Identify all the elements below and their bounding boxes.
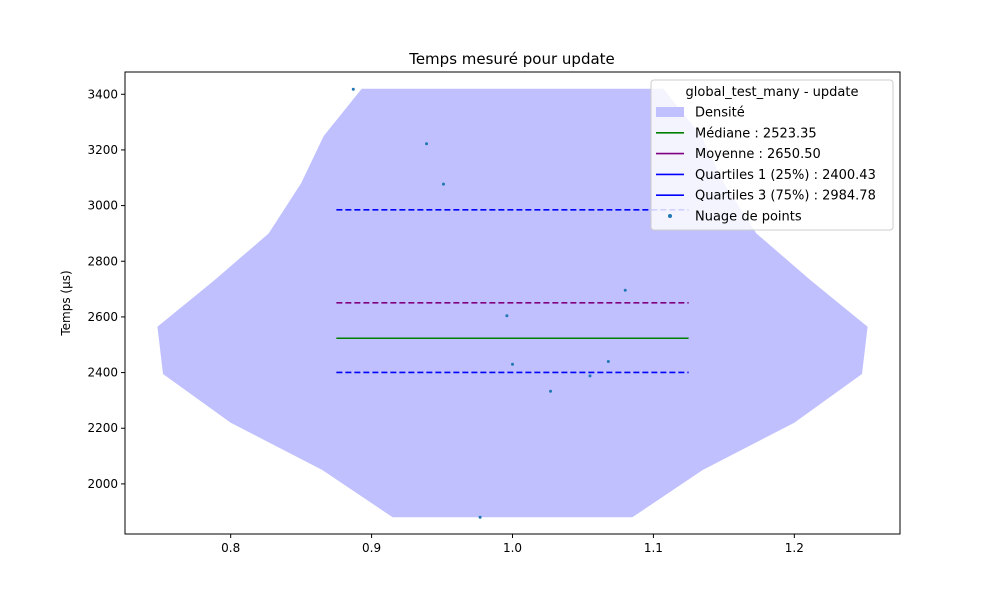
y-tick-label: 2000 <box>87 477 118 491</box>
scatter-point <box>441 182 445 186</box>
scatter-point <box>478 515 482 519</box>
x-tick-label: 1.0 <box>503 541 522 555</box>
legend-entry-label: Densité <box>695 106 745 121</box>
legend-swatch <box>668 214 672 218</box>
y-tick-label: 2600 <box>87 310 118 324</box>
chart-title: Temps mesuré pour update <box>408 50 615 68</box>
scatter-points <box>351 87 627 519</box>
legend-swatch <box>656 107 684 117</box>
y-tick-label: 2800 <box>87 254 118 268</box>
x-axis: 0.8 0.9 1.0 1.1 1.2 <box>221 534 804 555</box>
scatter-point <box>511 362 514 366</box>
x-tick-label: 0.8 <box>221 541 240 555</box>
scatter-point <box>549 389 553 393</box>
scatter-point <box>351 87 355 91</box>
legend-entry-label: Nuage de points <box>695 210 802 225</box>
y-tick-label: 3400 <box>87 87 118 101</box>
stat-lines <box>336 209 689 374</box>
legend-box <box>650 79 894 231</box>
x-tick-label: 0.9 <box>362 541 381 555</box>
x-tick-label: 1.2 <box>785 541 804 555</box>
legend-entry-label: Moyenne : 2650.50 <box>695 147 821 162</box>
legend: global_test_many - update Densité Médiane … <box>650 79 894 231</box>
y-tick-label: 2200 <box>87 421 118 435</box>
legend-entry-label: Quartiles 1 (25%) : 2400.43 <box>695 168 876 183</box>
x-tick-label: 1.1 <box>644 541 663 555</box>
y-axis: 2000 2200 2400 2600 2800 3000 3200 3400 <box>87 87 125 491</box>
scatter-point <box>588 374 592 378</box>
scatter-point <box>505 314 509 318</box>
legend-entry-label: Quartiles 3 (75%) : 2984.78 <box>695 189 876 204</box>
legend-entry-label: Médiane : 2523.35 <box>695 126 817 141</box>
scatter-point <box>425 142 429 146</box>
scatter-point <box>606 359 610 363</box>
legend-title: global_test_many - update <box>686 85 859 100</box>
y-tick-label: 3000 <box>87 199 118 213</box>
scatter-point <box>623 288 627 292</box>
y-axis-label: Temps (µs) <box>59 270 73 336</box>
y-tick-label: 3200 <box>87 143 118 157</box>
y-tick-label: 2400 <box>87 366 118 380</box>
